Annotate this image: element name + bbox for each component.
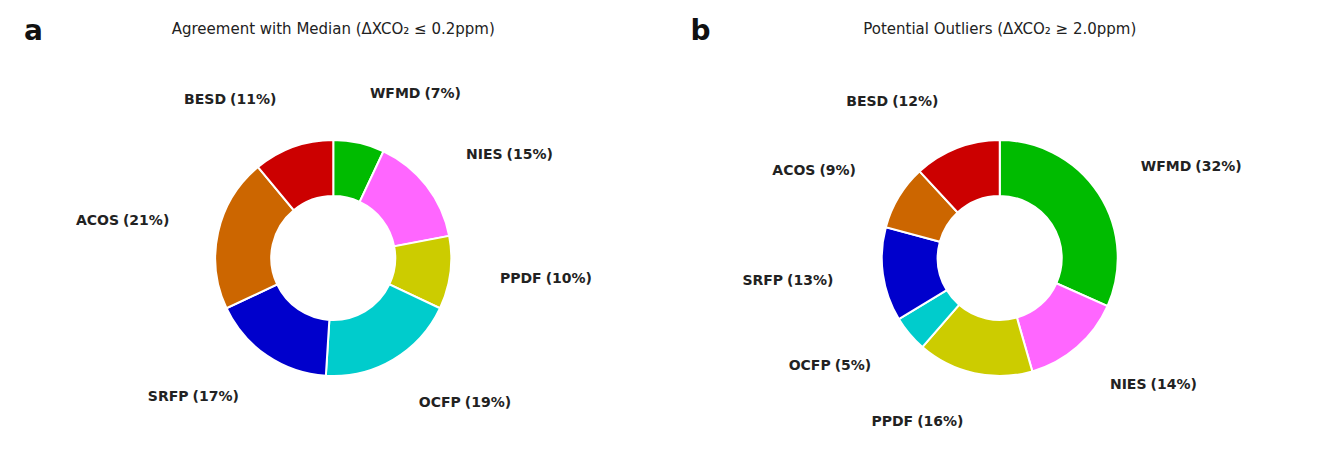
panel: Agreement with Median (ΔXCO₂ ≤ 0.2ppm) a W…: [24, 14, 592, 410]
slice-label: OCFP(5%): [789, 357, 872, 373]
slice: [1017, 283, 1108, 371]
slice-label: ACOS(21%): [76, 212, 169, 228]
value-label: (9%): [819, 162, 856, 178]
slice-label: BESD(11%): [184, 91, 276, 107]
slice: [1000, 140, 1118, 306]
slice: [326, 284, 440, 376]
slice-label: SRFP(13%): [742, 272, 833, 288]
slice-label: NIES(14%): [1110, 376, 1197, 392]
panel-label: a: [24, 14, 43, 47]
category-label: WFMD: [1141, 158, 1192, 174]
category-label: SRFP: [148, 388, 189, 404]
value-label: (17%): [193, 388, 239, 404]
panel-label: b: [691, 14, 711, 47]
category-label: NIES: [1110, 376, 1147, 392]
value-label: (16%): [917, 413, 963, 429]
category-label: OCFP: [789, 357, 831, 373]
value-label: (19%): [465, 394, 511, 410]
category-label: BESD: [846, 93, 888, 109]
value-label: (10%): [546, 270, 592, 286]
value-label: (15%): [507, 146, 553, 162]
value-label: (13%): [787, 272, 833, 288]
slice-label: NIES(15%): [466, 146, 553, 162]
category-label: ACOS: [772, 162, 815, 178]
value-label: (14%): [1151, 376, 1197, 392]
value-label: (5%): [835, 357, 872, 373]
category-label: SRFP: [742, 272, 783, 288]
slices: [882, 140, 1118, 376]
category-label: WFMD: [370, 85, 421, 101]
value-label: (7%): [424, 85, 461, 101]
slice-label: PPDF(16%): [871, 413, 963, 429]
slice-label: ACOS(9%): [772, 162, 856, 178]
category-label: OCFP: [419, 394, 461, 410]
panel: Potential Outliers (ΔXCO₂ ≥ 2.0ppm) b WFMD…: [691, 14, 1242, 429]
slice-label: BESD(12%): [846, 93, 938, 109]
figure: Agreement with Median (ΔXCO₂ ≤ 0.2ppm) a W…: [0, 0, 1333, 472]
category-label: BESD: [184, 91, 226, 107]
value-label: (11%): [230, 91, 276, 107]
category-label: NIES: [466, 146, 503, 162]
title: Potential Outliers (ΔXCO₂ ≥ 2.0ppm): [863, 20, 1136, 38]
slice-label: PPDF(10%): [500, 270, 592, 286]
slice-label: SRFP(17%): [148, 388, 239, 404]
title: Agreement with Median (ΔXCO₂ ≤ 0.2ppm): [172, 20, 495, 38]
slice-label: OCFP(19%): [419, 394, 511, 410]
slice: [258, 140, 333, 210]
slice: [360, 151, 450, 246]
category-label: PPDF: [871, 413, 913, 429]
slice-label: WFMD(7%): [370, 85, 461, 101]
value-label: (32%): [1195, 158, 1241, 174]
slice-label: WFMD(32%): [1141, 158, 1242, 174]
category-label: PPDF: [500, 270, 542, 286]
value-label: (21%): [123, 212, 169, 228]
value-label: (12%): [892, 93, 938, 109]
slices: [215, 140, 451, 376]
category-label: ACOS: [76, 212, 119, 228]
slice: [920, 140, 1000, 212]
